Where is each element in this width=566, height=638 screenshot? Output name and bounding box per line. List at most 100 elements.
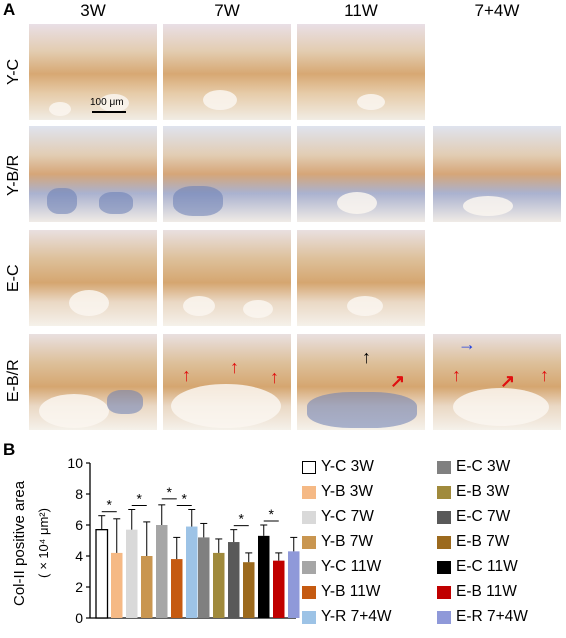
legend-label: Y-C 3W: [321, 458, 374, 475]
bar: [243, 562, 255, 618]
legend-label: Y-C 11W: [321, 558, 382, 575]
legend-item: Y-B 7W: [302, 533, 373, 551]
micrograph-e-c-7w: [163, 230, 291, 326]
legend-item: Y-B 3W: [302, 483, 373, 501]
bar: [186, 526, 198, 618]
red-arrow-icon: ↑: [270, 367, 279, 387]
y-tick-label: 0: [75, 610, 83, 626]
significance-star: *: [167, 484, 173, 500]
legend-label: Y-R 7+4W: [321, 608, 392, 625]
bar: [171, 559, 183, 618]
y-tick-label: 10: [67, 455, 83, 471]
bar: [95, 529, 109, 619]
legend-swatch: [302, 460, 316, 474]
blue-arrow-icon: →: [458, 334, 476, 354]
red-arrow-icon: ↑: [540, 365, 549, 385]
legend-label: Y-B 11W: [321, 583, 381, 600]
significance-star: *: [107, 497, 113, 513]
micrograph-e-b-11w: [297, 334, 425, 430]
significance-star: *: [182, 491, 188, 507]
micrograph-e-c-3w: [29, 230, 157, 326]
bar: [288, 551, 300, 618]
panel-a-label: A: [3, 0, 16, 19]
bar: [156, 525, 168, 618]
bar: [198, 537, 210, 618]
legend-swatch: [437, 460, 451, 474]
scale-bar: [92, 111, 126, 113]
bar: [258, 535, 270, 618]
micrograph-e-b-7w: [163, 334, 291, 430]
red-arrow-icon: ↗: [390, 371, 406, 391]
bar: [213, 552, 225, 618]
legend-label: E-R 7+4W: [456, 608, 528, 625]
micrograph-y-c-11w: [297, 24, 425, 120]
micrograph-y-r-7-4w: [433, 126, 561, 222]
row-label-e-b-r: E-B/R: [5, 359, 22, 403]
bar: [111, 552, 123, 618]
bar: [273, 560, 285, 618]
column-header-7-4w: 7+4W: [474, 1, 520, 20]
legend-label: Y-B 7W: [321, 533, 373, 550]
bar: [126, 529, 138, 618]
legend-label: E-B 11W: [456, 583, 517, 600]
legend-item: E-R 7+4W: [437, 608, 528, 626]
bar: [228, 542, 240, 618]
legend-swatch: [302, 535, 316, 549]
y-tick-label: 8: [75, 486, 83, 502]
legend-label: Y-C 7W: [321, 508, 374, 525]
micrograph-y-b-3w: [29, 126, 157, 222]
legend-label: E-B 3W: [456, 483, 510, 500]
row-label-e-c: E-C: [5, 264, 22, 292]
legend-swatch: [437, 610, 451, 624]
row-label-y-c: Y-C: [5, 58, 22, 86]
y-tick-label: 2: [75, 579, 83, 595]
significance-star: *: [239, 511, 245, 527]
legend-swatch: [437, 485, 451, 499]
y-tick-label: 4: [75, 548, 83, 564]
legend-label: E-C 11W: [456, 558, 518, 575]
micrograph-y-b-11w: [297, 126, 425, 222]
bar-chart: 0 2 4 6 8 10 * * * * * *: [67, 455, 300, 626]
legend-item: Y-R 7+4W: [302, 608, 392, 626]
legend-swatch: [437, 585, 451, 599]
legend-item: E-C 3W: [437, 458, 510, 476]
legend-item: E-C 7W: [437, 508, 510, 526]
legend-item: Y-B 11W: [302, 583, 380, 601]
legend-swatch: [437, 535, 451, 549]
legend-item: E-C 11W: [437, 558, 518, 576]
scale-bar-label: 100 μm: [90, 97, 124, 108]
legend-label: E-C 7W: [456, 508, 511, 525]
red-arrow-icon: ↑: [452, 365, 461, 385]
legend-item: E-B 7W: [437, 533, 509, 551]
micrograph-y-c-3w: [29, 24, 157, 120]
panel-b-label: B: [3, 440, 16, 459]
red-arrow-icon: ↑: [230, 357, 239, 377]
micrograph-y-c-7w: [163, 24, 291, 120]
y-tick-label: 6: [75, 517, 83, 533]
legend-label: E-B 7W: [456, 533, 510, 550]
legend-item: E-B 11W: [437, 583, 517, 601]
micrograph-e-c-11w: [297, 230, 425, 326]
legend-swatch: [302, 510, 316, 524]
legend-swatch: [437, 560, 451, 574]
legend-swatch: [302, 610, 316, 624]
micrograph-e-b-3w: [29, 334, 157, 430]
red-arrow-icon: ↗: [500, 371, 516, 391]
column-header-3w: 3W: [80, 1, 106, 20]
legend-swatch: [302, 585, 316, 599]
black-arrow-icon: ↑: [362, 347, 371, 367]
red-arrow-icon: ↑: [182, 365, 191, 385]
significance-star: *: [137, 491, 143, 507]
legend-item: Y-C 3W: [302, 458, 374, 476]
row-label-y-b-r: Y-B/R: [5, 154, 22, 196]
micrograph-y-b-7w: [163, 126, 291, 222]
legend-swatch: [302, 560, 316, 574]
column-header-11w: 11W: [344, 1, 378, 20]
bar: [141, 556, 153, 618]
legend-item: E-B 3W: [437, 483, 509, 501]
legend-item: Y-C 7W: [302, 508, 374, 526]
micrograph-e-r-7-4w: [433, 334, 561, 430]
legend-label: E-C 3W: [456, 458, 511, 475]
legend-item: Y-C 11W: [302, 558, 381, 576]
legend-label: Y-B 3W: [321, 483, 373, 500]
